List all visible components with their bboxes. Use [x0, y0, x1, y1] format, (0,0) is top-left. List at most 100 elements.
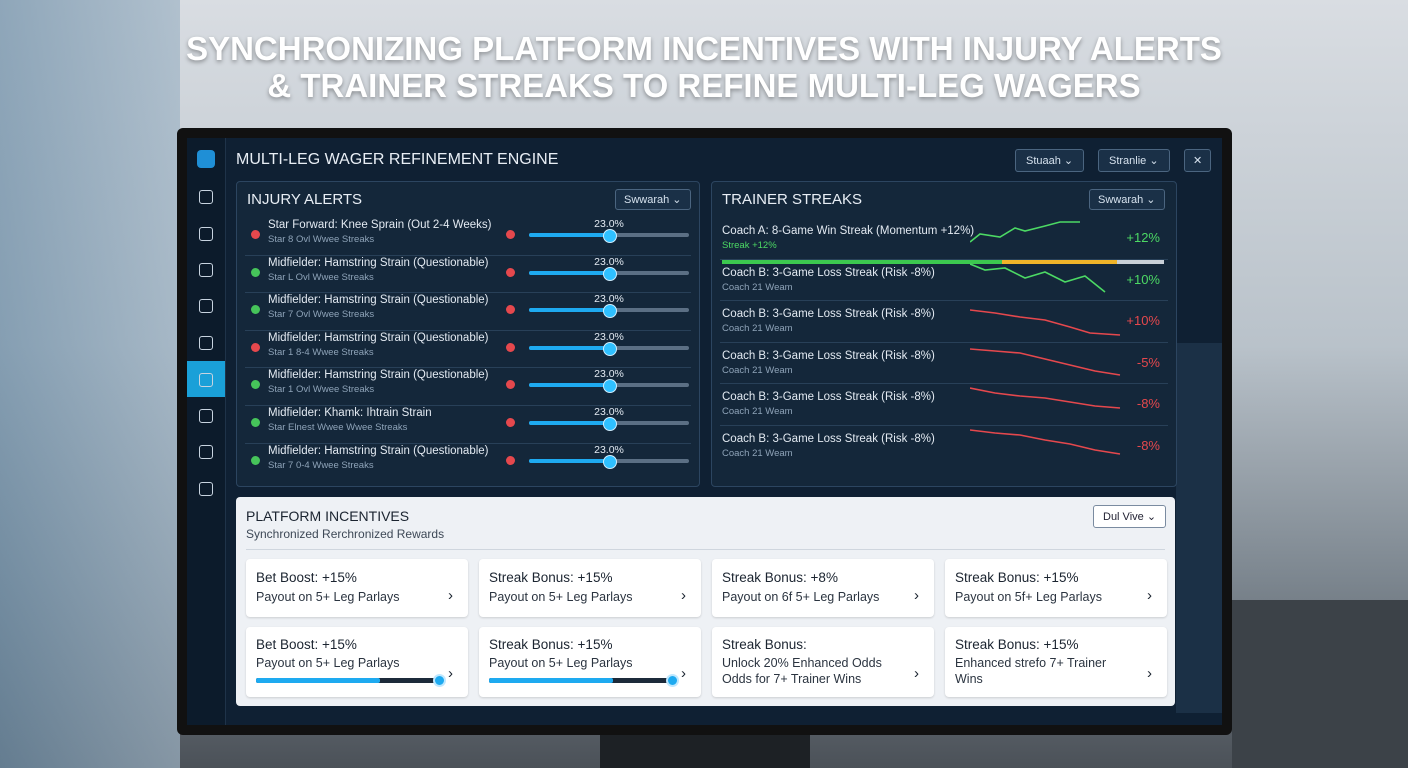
incentive-card[interactable]: Bet Boost: +15% Payout on 5+ Leg Parlays ›	[246, 627, 468, 697]
slider-knob[interactable]	[603, 341, 617, 356]
streak-label: Coach B: 3-Game Loss Streak (Risk -8%)	[722, 266, 935, 279]
incentive-card[interactable]: Streak Bonus: +15% Payout on 5+ Leg Parla…	[479, 559, 701, 617]
streak-bar-green	[722, 259, 1002, 264]
streak-sub: Coach 21 Weam	[722, 406, 793, 418]
headline: SYNCHRONIZING PLATFORM INCENTIVES WITH I…	[186, 30, 1222, 67]
top-button[interactable]: Stranlie ⌄	[1098, 149, 1170, 172]
sidebar-icon[interactable]	[199, 482, 213, 496]
card-title: Streak Bonus: +15%	[489, 570, 613, 585]
sidebar-icon[interactable]	[199, 190, 213, 204]
progress-knob[interactable]	[433, 674, 446, 687]
sparkline-path	[970, 429, 1121, 455]
panel-subtitle: Synchronized Rerchronized Rewards	[246, 527, 445, 541]
streak-sub: Coach 21 Weam	[722, 364, 793, 376]
progress-knob[interactable]	[666, 674, 679, 687]
top-button[interactable]: Stuaah ⌄	[1015, 149, 1085, 172]
card-text: Payout on 6f 5+ Leg Parlays	[722, 590, 880, 604]
sparkline	[970, 309, 1121, 336]
slider-fill	[529, 458, 609, 463]
streak-change: -8%	[1136, 396, 1160, 412]
side-panel	[1176, 343, 1222, 713]
slider-fill	[529, 270, 609, 275]
slider-knob[interactable]	[603, 379, 617, 394]
streak-label: Coach B: 3-Game Loss Streak (Risk -8%)	[722, 391, 935, 404]
alert-pct: 23.0%	[594, 255, 624, 268]
streak-label: Coach B: 3-Game Loss Streak (Risk -8%)	[722, 308, 935, 321]
sidebar-icon[interactable]	[199, 336, 213, 350]
alert-pct: 23.0%	[594, 443, 624, 456]
streak-change: +10%	[1126, 313, 1160, 329]
alert-pct: 23.0%	[594, 406, 624, 418]
sparkline-path	[970, 309, 1121, 336]
card-title: Streak Bonus: +15%	[489, 637, 613, 652]
row-divider	[245, 405, 691, 406]
button-label: Stranlie	[1109, 155, 1147, 167]
card-title: Streak Bonus: +15%	[955, 637, 1079, 652]
app-title: MULTI-LEG WAGER REFINEMENT ENGINE	[236, 151, 559, 168]
slider-knob[interactable]	[603, 229, 617, 243]
desk-backdrop	[1232, 600, 1408, 768]
card-text: Payout on 5+ Leg Parlays	[256, 590, 400, 604]
slider-knob[interactable]	[603, 454, 617, 469]
incentive-card[interactable]: Streak Bonus: +15% Payout on 5f+ Leg Parl…	[945, 559, 1167, 617]
view-button[interactable]: Dul Vive ⌄	[1093, 505, 1167, 528]
progress-fill	[489, 678, 613, 683]
alert-sub: Star L Ovl Wwee Streaks	[268, 271, 374, 283]
dropdown-label: Swwarah	[624, 194, 670, 206]
card-text: Payout on 5+ Leg Parlays	[489, 590, 633, 604]
alert-icon	[506, 230, 515, 239]
dropdown[interactable]: Swwarah ⌄	[615, 189, 691, 210]
row-divider	[245, 367, 691, 369]
trainer-panel: TRAINER STREAKS Swwarah ⌄ Coach A: 8-Gam…	[711, 181, 1177, 487]
sparkline-path	[970, 347, 1121, 376]
slider-knob[interactable]	[603, 304, 617, 319]
sidebar	[187, 138, 226, 725]
card-text: Payout on 5+ Leg Parlays	[489, 656, 633, 670]
status-dot	[251, 455, 260, 465]
sidebar-icon[interactable]	[199, 409, 213, 423]
card-chevron: ›	[448, 587, 453, 604]
monitor-stand	[600, 733, 810, 768]
sidebar-icon[interactable]	[199, 373, 213, 387]
sidebar-item-active[interactable]	[187, 361, 225, 397]
sidebar-icon[interactable]	[199, 445, 213, 459]
slider-knob[interactable]	[603, 266, 617, 281]
status-dot	[251, 418, 260, 427]
streak-bar-yellow	[1002, 259, 1117, 264]
streak-label: Coach B: 3-Game Loss Streak (Risk -8%)	[722, 433, 935, 445]
streak-change: +10%	[1126, 271, 1160, 287]
sparkline	[970, 387, 1121, 410]
card-text: Odds for 7+ Trainer Wins	[722, 672, 862, 686]
sparkline	[970, 262, 1106, 293]
close-button[interactable]: ✕	[1184, 149, 1212, 172]
streak-sub: Coach 21 Weam	[722, 323, 793, 335]
slider-fill	[529, 233, 609, 237]
alert-sub: Star 7 0-4 Wwee Streaks	[268, 459, 374, 471]
streak-change: -5%	[1136, 354, 1160, 370]
incentive-card[interactable]: Streak Bonus: +8% Payout on 6f 5+ Leg Par…	[712, 559, 934, 617]
sidebar-icon[interactable]	[199, 227, 213, 241]
incentive-card[interactable]: Streak Bonus: +15% Payout on 5+ Leg Parla…	[479, 627, 701, 697]
card-chevron: ›	[448, 665, 453, 682]
card-chevron: ›	[1147, 665, 1152, 682]
status-dot	[251, 230, 260, 239]
sidebar-icon[interactable]	[199, 263, 213, 277]
dropdown-label: Swwarah	[1098, 194, 1144, 206]
dropdown[interactable]: Swwarah ⌄	[1089, 189, 1165, 210]
alert-icon	[506, 455, 515, 465]
incentive-card[interactable]: Streak Bonus: +15% Enhanced strefo 7+ Tra…	[945, 627, 1167, 697]
incentive-card[interactable]: Bet Boost: +15% Payout on 5+ Leg Parlays ›	[246, 559, 468, 617]
panel-title: PLATFORM INCENTIVES	[246, 508, 410, 524]
window-backdrop	[0, 0, 180, 768]
alert-label: Midfielder: Hamstring Strain (Questionab…	[268, 294, 489, 307]
sidebar-icon[interactable]	[199, 299, 213, 313]
card-chevron: ›	[1147, 587, 1152, 604]
incentive-card[interactable]: Streak Bonus: Unlock 20% Enhanced Odds Odd…	[712, 627, 934, 697]
panel-title: INJURY ALERTS	[247, 191, 363, 208]
streak-sub: Coach 21 Weam	[722, 448, 793, 459]
slider-knob[interactable]	[603, 417, 617, 431]
row-divider	[245, 254, 691, 256]
slider-fill	[529, 421, 609, 425]
row-divider	[245, 292, 691, 294]
